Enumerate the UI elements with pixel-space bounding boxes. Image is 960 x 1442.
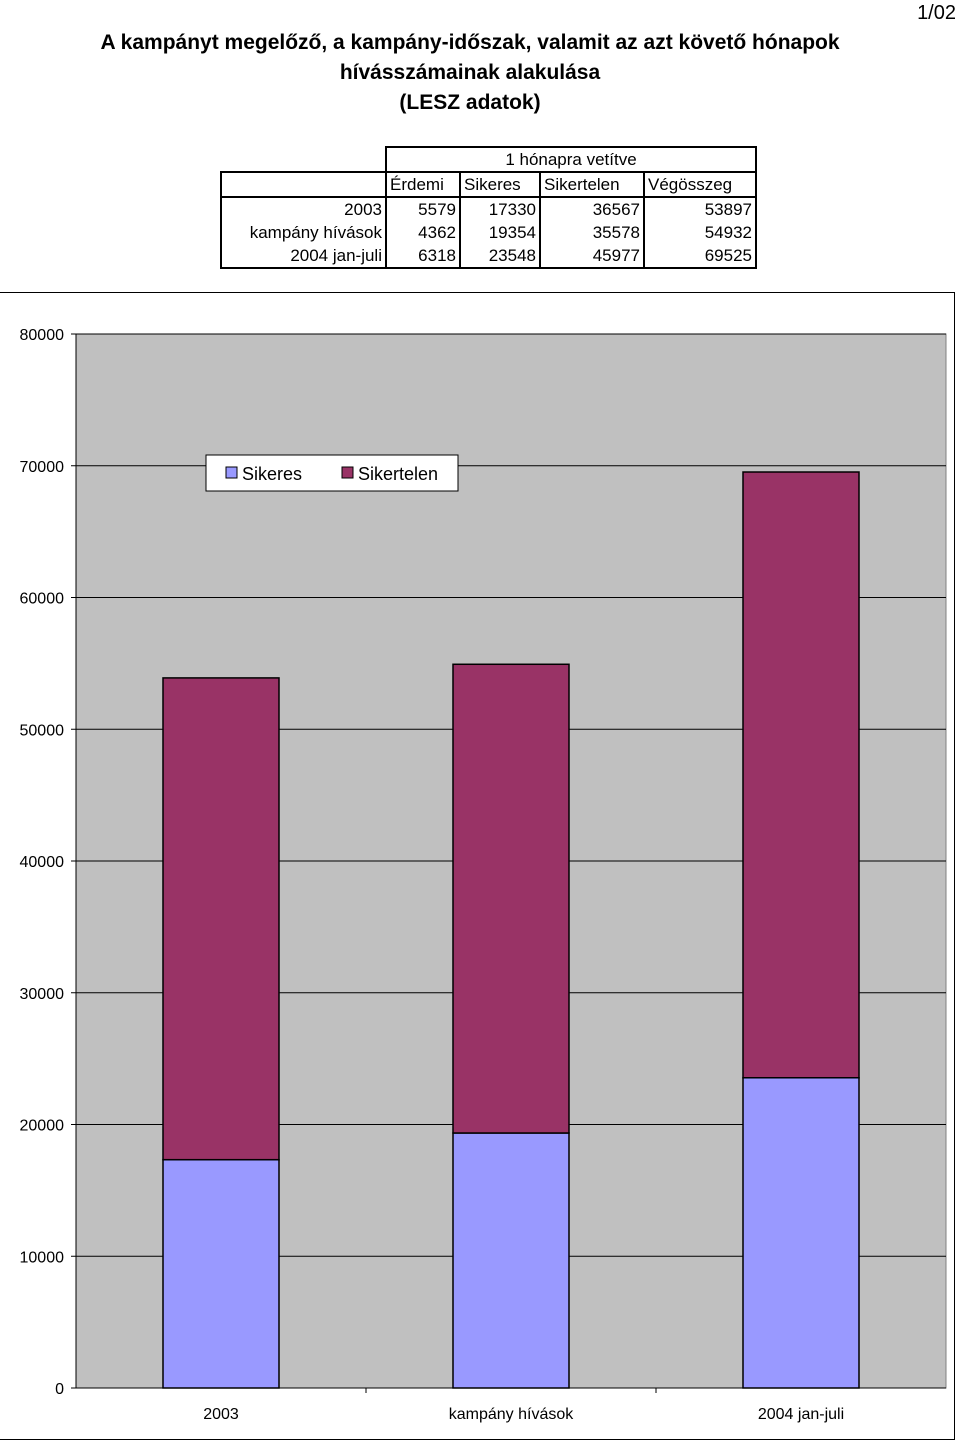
data-table: 1 hónapra vetítve Érdemi Sikeres Sikerte…	[220, 146, 757, 269]
legend-swatch	[341, 466, 354, 479]
title-line-3: (LESZ adatok)	[399, 91, 541, 114]
y-tick-label: 20000	[20, 1118, 65, 1135]
bar-sikertelen	[742, 471, 860, 1079]
title-line-2: hívásszámainak alakulása	[339, 61, 601, 84]
table-group-header: 1 hónapra vetítve	[385, 146, 757, 172]
bar-sikeres	[452, 1132, 570, 1389]
y-tick-label: 70000	[20, 459, 65, 476]
bar-sikeres	[162, 1158, 280, 1389]
table-cell: 4362	[386, 221, 461, 244]
table-cell: 54932	[644, 221, 757, 244]
y-tick-label: 30000	[20, 986, 65, 1003]
y-tick-label: 40000	[20, 854, 65, 871]
bar-sikertelen	[162, 677, 280, 1161]
x-tick-label: kampány hívások	[449, 1406, 575, 1423]
table-header-empty	[220, 171, 386, 197]
y-tick-label: 50000	[20, 722, 65, 739]
table-cell: 53897	[644, 196, 757, 221]
table-cell: 17330	[460, 196, 541, 221]
y-tick-label: 0	[55, 1381, 64, 1398]
y-tick-label: 10000	[20, 1249, 65, 1266]
table-cell: 6318	[386, 244, 461, 269]
legend-box	[205, 454, 459, 492]
y-tick-label: 60000	[20, 591, 65, 608]
table-row-label: 2003	[220, 196, 387, 221]
x-tick-label: 2003	[203, 1406, 239, 1423]
table-row-label: 2004 jan-juli	[220, 244, 387, 269]
table-cell: 45977	[540, 244, 645, 269]
table-cell: 23548	[460, 244, 541, 269]
table-row: kampány hívások 4362 19354 35578 54932	[220, 221, 757, 244]
page-title: A kampányt megelőző, a kampány-időszak, …	[0, 28, 940, 118]
legend-swatch	[225, 466, 238, 479]
table-row: 2004 jan-juli 6318 23548 45977 69525	[220, 244, 757, 269]
table-row-label: kampány hívások	[220, 221, 387, 244]
bar-sikertelen	[452, 663, 570, 1134]
table-header-cell: Érdemi	[385, 171, 461, 198]
x-tick-label: 2004 jan-juli	[758, 1406, 844, 1423]
y-tick-label: 80000	[20, 327, 65, 344]
title-line-1: A kampányt megelőző, a kampány-időszak, …	[100, 31, 840, 54]
table-row: 2003 5579 17330 36567 53897	[220, 196, 757, 221]
page-number: 1/02	[917, 2, 956, 24]
legend-label: Sikeres	[242, 464, 302, 484]
table-header-cell: Végösszeg	[643, 171, 757, 198]
table-group-header-row: 1 hónapra vetítve	[221, 146, 757, 172]
legend-label: Sikertelen	[358, 464, 438, 484]
table-cell: 36567	[540, 196, 645, 221]
table-cell: 19354	[460, 221, 541, 244]
table-cell: 5579	[386, 196, 461, 221]
bar-sikeres	[742, 1077, 860, 1389]
table-cell: 69525	[644, 244, 757, 269]
table-cell: 35578	[540, 221, 645, 244]
